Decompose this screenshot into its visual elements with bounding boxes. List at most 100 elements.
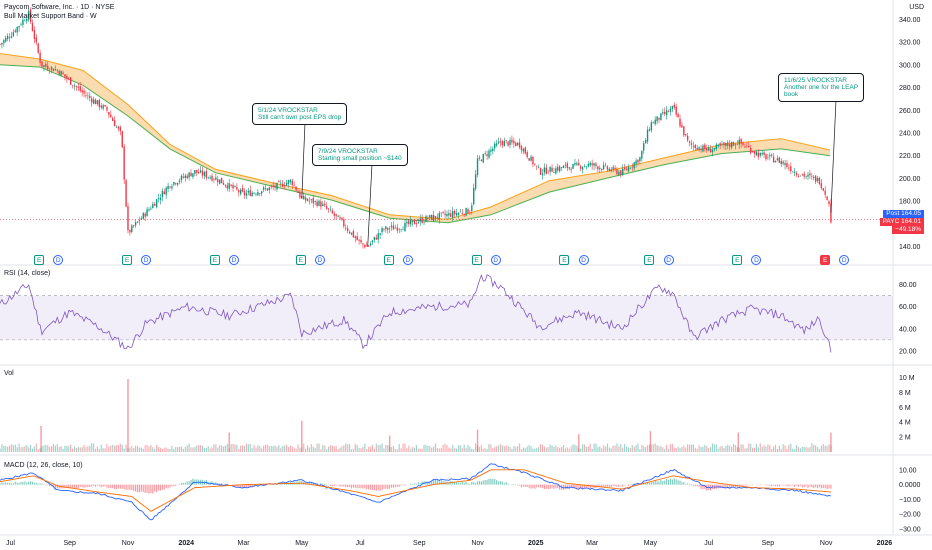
price-candle — [599, 167, 601, 170]
price-candle — [706, 148, 708, 151]
macd-histogram-bar — [417, 482, 419, 485]
price-candle — [717, 144, 719, 147]
volume-bar — [635, 445, 637, 452]
macd-histogram-bar — [240, 484, 242, 488]
macd-histogram-bar — [98, 484, 100, 487]
price-candle — [81, 90, 83, 93]
volume-bar — [658, 446, 660, 452]
annotation-text: Another one for the LEAP — [784, 84, 859, 91]
macd-histogram-bar — [496, 480, 498, 485]
price-candle — [572, 163, 574, 169]
earnings-marker[interactable]: E — [559, 255, 570, 265]
macd-histogram-bar — [700, 484, 702, 489]
volume-bar — [509, 446, 511, 452]
volume-bar — [117, 445, 120, 452]
macd-histogram-bar — [562, 484, 565, 490]
volume-bar — [815, 445, 817, 452]
volume-bar — [364, 443, 366, 452]
volume-bar — [761, 446, 763, 452]
dividend-marker[interactable]: D — [839, 255, 850, 265]
price-candle — [73, 85, 76, 87]
price-candle — [96, 100, 99, 105]
earnings-marker[interactable]: E — [820, 255, 831, 265]
dividend-marker[interactable]: D — [751, 255, 762, 265]
earnings-marker[interactable]: E — [122, 255, 133, 265]
time-axis-tick: Nov — [820, 540, 833, 547]
price-candle — [274, 185, 276, 188]
earnings-marker[interactable]: E — [295, 255, 306, 265]
macd-histogram-bar — [173, 484, 175, 487]
time-axis-tick: Jul — [704, 540, 713, 547]
macd-histogram-bar — [803, 484, 805, 488]
price-candle — [104, 105, 106, 107]
volume-bar — [476, 429, 479, 452]
price-candle — [1, 42, 3, 45]
volume-bar — [70, 444, 72, 452]
dividend-marker[interactable]: D — [314, 255, 325, 265]
price-candle — [633, 162, 635, 169]
macd-histogram-bar — [52, 484, 55, 488]
macd-histogram-bar — [394, 484, 397, 488]
dividend-marker[interactable]: D — [402, 255, 413, 265]
price-candle — [178, 180, 181, 182]
volume-bar — [354, 443, 356, 452]
volume-bar — [581, 444, 584, 452]
price-candle — [539, 168, 542, 175]
volume-bar — [280, 447, 282, 452]
price-candle — [761, 153, 763, 155]
macd-histogram-bar — [112, 484, 114, 489]
price-candle — [291, 180, 293, 185]
volume-bar — [513, 445, 515, 452]
volume-bar — [43, 445, 45, 452]
volume-bar — [135, 445, 137, 452]
dividend-marker[interactable]: D — [53, 255, 64, 265]
macd-histogram-bar — [572, 484, 574, 489]
volume-bar — [566, 447, 568, 452]
volume-bar — [587, 446, 589, 452]
volume-bar — [539, 444, 542, 452]
macd-histogram-bar — [150, 484, 152, 494]
volume-bar — [625, 446, 628, 452]
macd-histogram-bar — [782, 484, 784, 486]
volume-bar — [667, 448, 670, 452]
macd-histogram-bar — [608, 484, 610, 488]
price-candle — [557, 166, 559, 171]
earnings-marker[interactable]: E — [383, 255, 394, 265]
price-candle — [71, 85, 74, 87]
macd-histogram-bar — [85, 484, 87, 488]
volume-bar — [780, 448, 782, 452]
annotation-note[interactable]: 11/6/25 VROCKSTAR Another one for the LE… — [778, 73, 865, 102]
dividend-marker[interactable]: D — [490, 255, 501, 265]
dividend-marker[interactable]: D — [141, 255, 152, 265]
volume-bar — [50, 446, 53, 452]
price-candle — [635, 160, 637, 164]
price-candle — [730, 141, 733, 148]
earnings-marker[interactable]: E — [34, 255, 45, 265]
earnings-marker[interactable]: E — [209, 255, 220, 265]
price-candle — [325, 206, 328, 209]
macd-histogram-bar — [757, 484, 759, 486]
earnings-marker[interactable]: E — [644, 255, 655, 265]
macd-histogram-bar — [534, 484, 536, 489]
dividend-marker[interactable]: D — [663, 255, 674, 265]
volume-bar — [100, 444, 102, 452]
dividend-marker[interactable]: D — [578, 255, 589, 265]
annotation-note[interactable]: 7/9/24 VROCKSTAR Starting small position… — [312, 144, 408, 166]
volume-bar — [721, 446, 723, 452]
price-candle — [125, 180, 127, 207]
price-candle — [816, 178, 819, 181]
dividend-marker[interactable]: D — [228, 255, 239, 265]
annotation-note[interactable]: 5/1/24 VROCKSTAR Still can't own post EP… — [252, 103, 348, 125]
earnings-marker[interactable]: E — [732, 255, 743, 265]
price-candle — [85, 95, 87, 96]
price-candle — [467, 209, 469, 214]
volume-bar — [33, 446, 35, 452]
volume-bar — [830, 432, 832, 452]
earnings-marker[interactable]: E — [471, 255, 482, 265]
macd-histogram-bar — [505, 482, 507, 485]
macd-histogram-bar — [797, 484, 800, 487]
price-candle — [778, 157, 781, 163]
volume-bar — [368, 446, 370, 452]
macd-histogram-bar — [341, 484, 343, 487]
